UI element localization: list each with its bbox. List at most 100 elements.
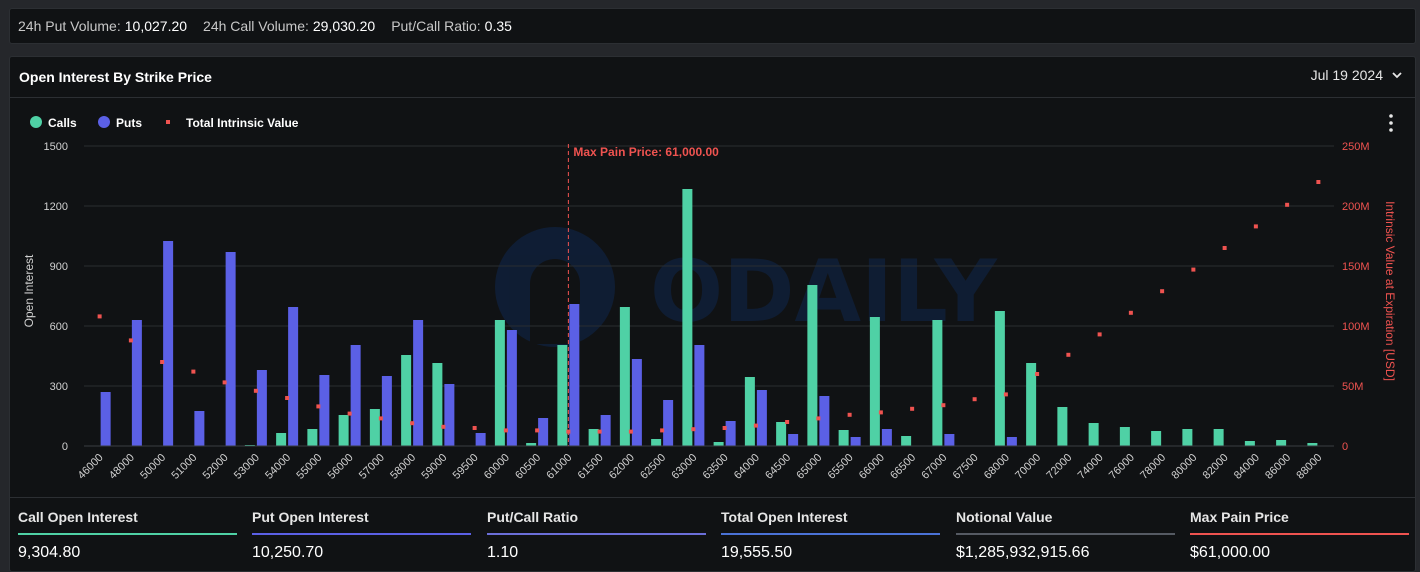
intrinsic-value-point[interactable] — [1097, 332, 1102, 337]
call-bar[interactable] — [276, 433, 287, 446]
put-bar[interactable] — [850, 437, 861, 446]
call-bar[interactable] — [1119, 427, 1130, 446]
intrinsic-value-point[interactable] — [191, 369, 196, 374]
put-bar[interactable] — [506, 330, 517, 446]
put-bar[interactable] — [1006, 437, 1017, 446]
call-bar[interactable] — [526, 443, 537, 446]
call-bar[interactable] — [619, 307, 630, 446]
call-bar[interactable] — [744, 377, 755, 446]
call-bar[interactable] — [338, 415, 349, 446]
intrinsic-value-point[interactable] — [660, 428, 665, 433]
call-bar[interactable] — [1244, 441, 1255, 446]
call-bar[interactable] — [1182, 429, 1193, 446]
put-bar[interactable] — [225, 252, 236, 446]
intrinsic-value-point[interactable] — [566, 429, 571, 434]
put-bar[interactable] — [725, 421, 736, 446]
intrinsic-value-point[interactable] — [785, 420, 790, 424]
call-bar[interactable] — [588, 429, 599, 446]
put-bar[interactable] — [256, 370, 267, 446]
intrinsic-value-point[interactable] — [1003, 392, 1008, 397]
intrinsic-value-point[interactable] — [285, 396, 290, 400]
intrinsic-value-point[interactable] — [128, 338, 133, 343]
put-bar[interactable] — [944, 434, 955, 446]
put-bar[interactable] — [444, 384, 455, 446]
put-bar[interactable] — [350, 345, 361, 446]
intrinsic-value-point[interactable] — [941, 403, 946, 408]
intrinsic-value-point[interactable] — [472, 426, 477, 430]
intrinsic-value-point[interactable] — [410, 421, 415, 426]
call-bar[interactable] — [1213, 429, 1224, 446]
intrinsic-value-point[interactable] — [628, 429, 633, 434]
intrinsic-value-point[interactable] — [535, 428, 540, 433]
intrinsic-value-point[interactable] — [347, 411, 352, 416]
put-bar[interactable] — [475, 433, 486, 446]
intrinsic-value-point[interactable] — [1035, 372, 1040, 376]
intrinsic-value-point[interactable] — [816, 416, 821, 421]
call-bar[interactable] — [807, 285, 818, 446]
intrinsic-value-point[interactable] — [378, 416, 383, 421]
intrinsic-value-point[interactable] — [316, 404, 321, 409]
call-bar[interactable] — [557, 345, 568, 446]
legend-calls-swatch[interactable] — [30, 116, 42, 128]
call-bar[interactable] — [401, 355, 412, 446]
more-vertical-icon[interactable] — [1389, 114, 1393, 132]
put-bar[interactable] — [413, 320, 424, 446]
put-bar[interactable] — [819, 396, 830, 446]
call-bar[interactable] — [494, 320, 505, 446]
intrinsic-value-point[interactable] — [160, 360, 165, 364]
intrinsic-value-point[interactable] — [1222, 246, 1227, 250]
call-bar[interactable] — [1276, 440, 1287, 446]
legend-intrinsic-swatch[interactable] — [166, 120, 170, 124]
intrinsic-value-point[interactable] — [972, 397, 977, 402]
call-bar[interactable] — [776, 422, 787, 446]
intrinsic-value-point[interactable] — [722, 426, 727, 430]
put-bar[interactable] — [569, 304, 580, 446]
intrinsic-value-point[interactable] — [691, 427, 696, 432]
call-bar[interactable] — [838, 430, 849, 446]
call-bar[interactable] — [1057, 407, 1068, 446]
intrinsic-value-point[interactable] — [253, 388, 258, 393]
put-bar[interactable] — [194, 411, 205, 446]
put-bar[interactable] — [694, 345, 705, 446]
put-bar[interactable] — [881, 429, 892, 446]
put-bar[interactable] — [631, 359, 642, 446]
put-bar[interactable] — [600, 415, 611, 446]
intrinsic-value-point[interactable] — [441, 424, 446, 429]
intrinsic-value-point[interactable] — [597, 429, 602, 434]
call-bar[interactable] — [682, 189, 693, 446]
put-bar[interactable] — [288, 307, 299, 446]
put-bar[interactable] — [131, 320, 142, 446]
put-bar[interactable] — [381, 376, 392, 446]
call-bar[interactable] — [1088, 423, 1099, 446]
call-bar[interactable] — [1307, 443, 1318, 446]
intrinsic-value-point[interactable] — [1128, 310, 1133, 315]
intrinsic-value-point[interactable] — [222, 380, 227, 385]
call-bar[interactable] — [713, 442, 724, 446]
put-bar[interactable] — [663, 400, 674, 446]
call-bar[interactable] — [869, 317, 880, 446]
intrinsic-value-point[interactable] — [1066, 352, 1071, 357]
legend-puts-swatch[interactable] — [98, 116, 110, 128]
call-bar[interactable] — [651, 439, 662, 446]
put-bar[interactable] — [163, 241, 174, 446]
put-bar[interactable] — [788, 434, 799, 446]
call-bar[interactable] — [1026, 363, 1037, 446]
put-bar[interactable] — [319, 375, 330, 446]
intrinsic-value-point[interactable] — [910, 406, 915, 411]
call-bar[interactable] — [432, 363, 443, 446]
put-bar[interactable] — [538, 418, 549, 446]
call-bar[interactable] — [369, 409, 380, 446]
intrinsic-value-point[interactable] — [1253, 224, 1258, 229]
call-bar[interactable] — [307, 429, 318, 446]
call-bar[interactable] — [994, 311, 1005, 446]
intrinsic-value-point[interactable] — [753, 423, 758, 428]
call-bar[interactable] — [901, 436, 912, 446]
intrinsic-value-point[interactable] — [847, 412, 852, 417]
intrinsic-value-point[interactable] — [1191, 267, 1196, 272]
intrinsic-value-point[interactable] — [1285, 202, 1290, 207]
intrinsic-value-point[interactable] — [503, 428, 508, 433]
put-bar[interactable] — [756, 390, 767, 446]
intrinsic-value-point[interactable] — [878, 410, 883, 415]
intrinsic-value-point[interactable] — [1160, 289, 1165, 294]
intrinsic-value-point[interactable] — [97, 314, 102, 319]
